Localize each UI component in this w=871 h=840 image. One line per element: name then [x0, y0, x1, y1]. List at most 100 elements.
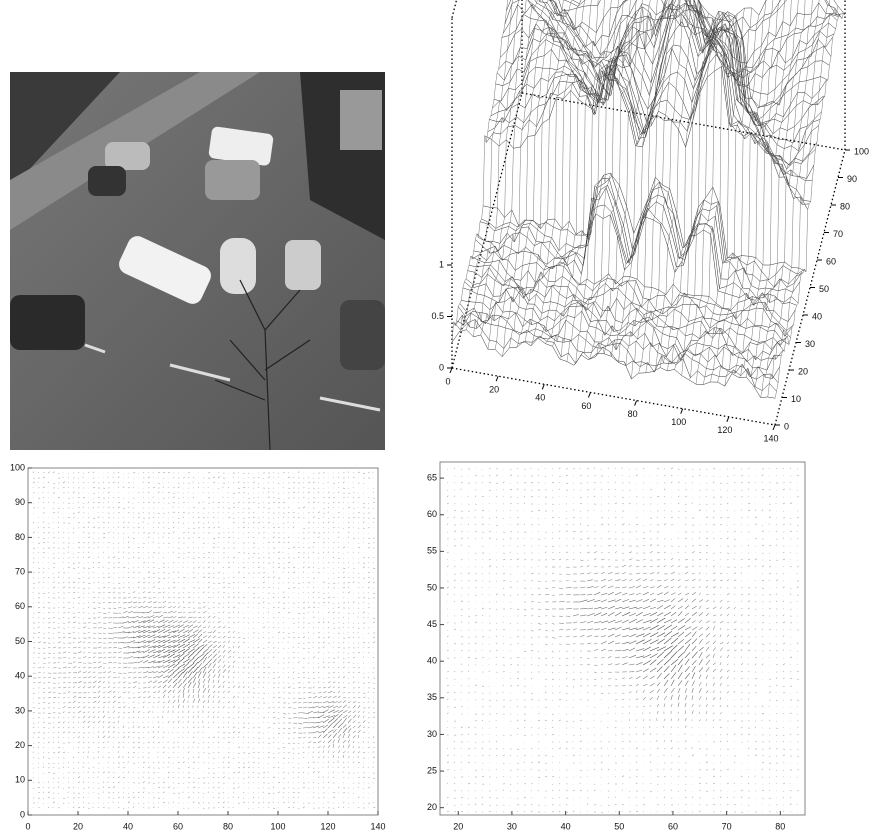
- vector-arrow: [218, 727, 219, 728]
- vector-arrow: [193, 722, 194, 723]
- vector-arrow: [318, 682, 319, 684]
- vector-arrow: [198, 548, 199, 549]
- vector-arrow: [353, 757, 354, 758]
- vector-arrow: [78, 667, 80, 668]
- vector-arrow: [308, 488, 309, 489]
- vector-arrow: [193, 547, 194, 548]
- vector-arrow: [88, 808, 90, 809]
- vector-arrow: [73, 738, 75, 739]
- vector-arrow: [353, 613, 354, 614]
- vector-arrow: [183, 517, 184, 518]
- vector-arrow: [323, 803, 324, 804]
- vector-arrow: [193, 648, 199, 653]
- vector-arrow: [188, 532, 189, 533]
- vector-arrow: [68, 562, 69, 563]
- vector-arrow: [183, 607, 185, 608]
- vector-arrow: [133, 598, 137, 599]
- vector-arrow: [183, 532, 185, 533]
- vector-arrow: [233, 637, 235, 638]
- vector-arrow: [223, 717, 224, 718]
- vector-arrow: [293, 718, 298, 719]
- vector-arrow: [313, 797, 314, 798]
- vector-arrow: [158, 671, 163, 673]
- vector-arrow: [238, 482, 239, 483]
- vector-arrow: [58, 618, 60, 619]
- vector-arrow: [228, 528, 229, 529]
- y-tick-label: 100: [10, 462, 25, 472]
- vector-arrow: [48, 618, 50, 619]
- vector-arrow: [98, 788, 100, 789]
- vector-arrow: [108, 568, 109, 569]
- vector-arrow: [178, 512, 179, 513]
- vector-arrow: [163, 478, 164, 479]
- mesh-line: [459, 0, 529, 332]
- vector-arrow: [303, 592, 304, 593]
- vector-arrow: [303, 567, 304, 568]
- vector-arrow: [178, 653, 184, 658]
- vector-arrow: [233, 612, 234, 614]
- vector-arrow: [333, 527, 335, 528]
- vector-arrow: [348, 532, 350, 533]
- vector-arrow: [83, 686, 85, 688]
- vector-arrow: [143, 706, 144, 708]
- vector-arrow: [273, 523, 274, 524]
- vector-arrow: [73, 662, 75, 664]
- vector-arrow: [58, 473, 59, 474]
- vector-arrow: [163, 728, 164, 729]
- vector-arrow: [283, 707, 285, 708]
- vector-arrow: [143, 597, 146, 598]
- vector-arrow: [313, 737, 316, 738]
- vector-arrow: [58, 632, 60, 633]
- vector-arrow: [198, 625, 201, 628]
- vector-arrow: [93, 567, 94, 568]
- vector-arrow: [253, 802, 254, 803]
- vector-arrow: [328, 696, 331, 698]
- mesh-line: [660, 22, 730, 368]
- vector-arrow: [278, 652, 279, 653]
- vector-arrow: [83, 667, 86, 668]
- vector-arrow: [461, 482, 463, 483]
- vector-arrow: [178, 522, 179, 523]
- vector-arrow: [98, 657, 102, 658]
- vector-arrow: [158, 607, 162, 608]
- vector-arrow: [83, 807, 84, 808]
- vector-arrow: [33, 673, 36, 674]
- vector-arrow: [88, 737, 89, 738]
- vector-arrow: [243, 508, 244, 509]
- vector-arrow: [273, 527, 275, 528]
- vector-arrow: [308, 678, 310, 679]
- vector-arrow: [308, 648, 310, 649]
- vector-arrow: [73, 762, 74, 763]
- vector-arrow: [93, 701, 96, 703]
- vector-arrow: [73, 607, 74, 608]
- vector-arrow: [358, 702, 360, 703]
- vector-arrow: [318, 622, 320, 623]
- vector-arrow: [138, 573, 140, 574]
- vector-arrow: [63, 633, 65, 634]
- vector-arrow: [348, 707, 350, 708]
- vector-arrow: [353, 522, 354, 523]
- vector-arrow: [123, 673, 126, 674]
- y-tick-label: 10: [791, 394, 801, 404]
- vector-arrow: [128, 692, 130, 693]
- vector-arrow: [278, 602, 280, 603]
- vector-arrow: [223, 507, 224, 508]
- vector-arrow: [108, 691, 111, 693]
- vector-arrow: [173, 487, 175, 488]
- vector-arrow: [447, 503, 449, 504]
- vector-arrow: [318, 735, 321, 738]
- vector-arrow: [198, 634, 202, 638]
- vector-arrow: [208, 522, 209, 523]
- vector-arrow: [113, 718, 115, 719]
- vector-arrow: [148, 702, 150, 703]
- vector-arrow: [173, 721, 174, 723]
- vector-arrow: [318, 772, 319, 774]
- vector-arrow: [93, 737, 94, 738]
- vector-arrow: [308, 597, 309, 598]
- vector-arrow: [128, 568, 129, 569]
- vector-arrow: [258, 662, 259, 663]
- vector-arrow: [118, 727, 119, 728]
- vector-arrow: [213, 691, 215, 693]
- vector-arrow: [143, 606, 148, 608]
- vector-arrow: [183, 742, 184, 743]
